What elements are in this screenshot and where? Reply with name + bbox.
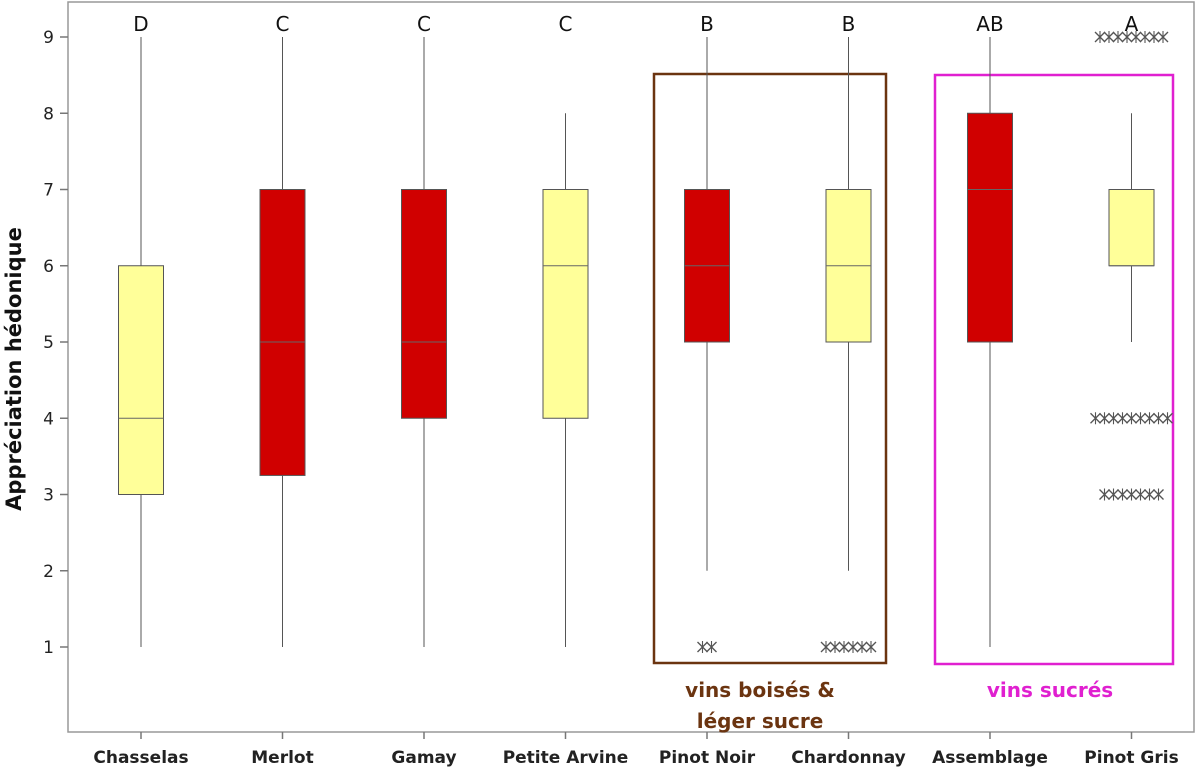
outlier-marker [1108, 488, 1119, 501]
group-label: vins boisés & [685, 678, 835, 702]
outlier-marker [706, 641, 717, 653]
y-tick-label: 8 [43, 104, 54, 124]
y-tick-label: 5 [43, 333, 54, 353]
outlier-marker [1099, 488, 1110, 501]
y-axis: 1 2 3 4 5 6 7 8 9 [43, 28, 68, 658]
y-tick-label: 7 [43, 181, 54, 201]
iqr-box [967, 112, 1013, 343]
significance-letter: B [842, 12, 856, 36]
group-boxes: vins boisés & léger sucre vins sucrés [652, 72, 1175, 733]
outlier-marker [856, 641, 868, 653]
outlier-marker [865, 641, 877, 653]
boxplot-series: D C C C B B AB A [118, 12, 1173, 653]
x-tick-label: Merlot [251, 748, 313, 768]
significance-letter: D [133, 12, 148, 36]
outlier-marker [1135, 488, 1146, 501]
outlier-marker [1148, 31, 1160, 43]
outlier-marker [1144, 488, 1155, 501]
outlier-marker [1103, 31, 1115, 43]
outlier-marker [1121, 31, 1133, 43]
outlier-marker [847, 641, 859, 653]
y-tick-label: 1 [43, 638, 54, 658]
significance-letter: A [1125, 12, 1139, 36]
x-tick-label: Pinot Noir [659, 748, 756, 768]
iqr-box [542, 189, 589, 419]
outlier-marker [1153, 412, 1164, 425]
y-tick-label: 4 [43, 409, 54, 429]
group-frame [933, 73, 1175, 666]
outlier-marker [1126, 412, 1137, 425]
outlier-marker [1094, 31, 1106, 43]
outlier-marker [1126, 488, 1137, 501]
x-tick-label: Gamay [391, 748, 456, 768]
y-tick-label: 3 [43, 486, 54, 506]
outlier-marker [1108, 412, 1119, 425]
outlier-marker [1144, 412, 1155, 425]
outlier-marker [838, 641, 850, 653]
significance-letter: C [559, 12, 573, 36]
outlier-marker [1117, 488, 1128, 501]
group-label: léger sucre [697, 709, 824, 733]
outlier-marker [1157, 31, 1169, 43]
outlier-marker [1162, 412, 1173, 425]
group-frame [652, 72, 888, 665]
significance-letter: C [417, 12, 431, 36]
y-axis-label: Appréciation hédonique [2, 227, 26, 511]
x-tick-label: Petite Arvine [503, 748, 629, 768]
group-label: vins sucrés [987, 678, 1113, 702]
y-tick-label: 6 [43, 257, 54, 277]
outlier-marker [829, 641, 841, 653]
significance-letter: AB [976, 12, 1003, 36]
y-tick-label: 2 [43, 562, 54, 582]
y-tick-label: 9 [43, 28, 54, 48]
significance-letter: C [276, 12, 290, 36]
iqr-box [118, 265, 164, 495]
iqr-box [1108, 189, 1155, 267]
outlier-marker [1112, 31, 1124, 43]
outlier-marker [1135, 412, 1146, 425]
significance-letter: B [700, 12, 714, 36]
x-tick-label: Pinot Gris [1084, 748, 1178, 768]
outlier-marker [697, 641, 708, 653]
outlier-marker [1090, 412, 1101, 425]
iqr-box [259, 189, 306, 476]
outlier-marker [1117, 412, 1128, 425]
outlier-marker [820, 641, 832, 653]
outlier-marker [1130, 31, 1142, 43]
x-tick-label: Chasselas [93, 748, 188, 768]
x-tick-label: Chardonnay [791, 748, 906, 768]
outlier-marker [1099, 412, 1110, 425]
plot-frame [67, 1, 1195, 733]
iqr-box [401, 189, 447, 419]
x-axis: Chasselas Merlot Gamay Petite Arvine Pinot N… [93, 732, 1179, 768]
outlier-marker [1153, 488, 1164, 501]
outlier-marker [1139, 31, 1151, 43]
x-tick-label: Assemblage [932, 748, 1048, 768]
